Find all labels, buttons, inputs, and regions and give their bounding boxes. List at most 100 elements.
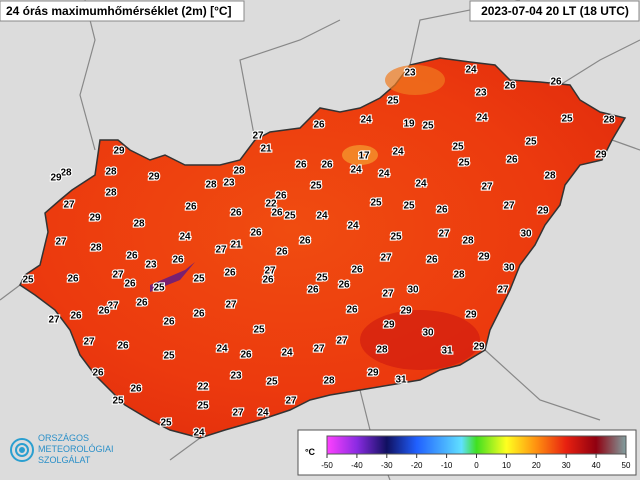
colorbar-tick-label: -30	[381, 461, 393, 470]
station-value: 28	[90, 243, 102, 254]
station-value: 28	[462, 236, 474, 247]
station-value: 27	[252, 131, 264, 142]
logo	[10, 438, 34, 462]
station-value: 24	[347, 221, 359, 232]
colorbar-tick-label: -20	[411, 461, 423, 470]
station-value: 26	[250, 228, 262, 239]
station-value: 27	[285, 396, 297, 407]
station-value: 28	[453, 270, 465, 281]
station-value: 27	[215, 245, 227, 256]
station-value: 24	[476, 113, 488, 124]
station-value: 29	[367, 368, 379, 379]
station-value: 25	[422, 121, 434, 132]
station-value: 21	[260, 144, 272, 155]
time-box	[469, 0, 640, 22]
station-value: 26	[506, 155, 518, 166]
station-value: 22	[265, 199, 277, 210]
station-value: 24	[415, 179, 427, 190]
station-value: 25	[403, 201, 415, 212]
station-value: 24	[216, 344, 228, 355]
station-value: 29	[400, 306, 412, 317]
station-value: 26	[276, 247, 288, 258]
station-value: 29	[537, 206, 549, 217]
logo-text: ORSZÁGOS	[38, 433, 89, 443]
station-value: 29	[50, 173, 62, 184]
station-value: 24	[179, 232, 191, 243]
station-value: 23	[475, 88, 487, 99]
station-value: 28	[376, 345, 388, 356]
station-value: 29	[465, 310, 477, 321]
station-value: 26	[163, 317, 175, 328]
station-value: 28	[133, 219, 145, 230]
colorbar-tick-label: 30	[562, 461, 571, 470]
station-value: 22	[197, 382, 209, 393]
title: 24 órás maximumhőmérséklet (2m) [°C]	[6, 4, 232, 18]
station-value: 25	[458, 158, 470, 169]
logo-text: SZOLGÁLAT	[38, 455, 91, 465]
station-value: 28	[233, 166, 245, 177]
colorbar-tick-label: 0	[474, 461, 479, 470]
colorbar-tick-label: 40	[592, 461, 601, 470]
colorbar-tick-label: 50	[622, 461, 631, 470]
station-value: 25	[452, 142, 464, 153]
station-value: 27	[481, 182, 493, 193]
colorbar-tick-label: -40	[351, 461, 363, 470]
station-value: 25	[387, 96, 399, 107]
station-value: 26	[193, 309, 205, 320]
station-value: 26	[271, 208, 283, 219]
station-value: 26	[67, 274, 79, 285]
logo-text: METEOROLÓGIAI	[38, 444, 114, 454]
station-value: 25	[370, 198, 382, 209]
station-value: 24	[257, 408, 269, 419]
station-value: 25	[266, 377, 278, 388]
station-value: 27	[63, 200, 75, 211]
station-value: 28	[544, 171, 556, 182]
station-value: 25	[561, 114, 573, 125]
station-value: 26	[117, 341, 129, 352]
station-value: 26	[436, 205, 448, 216]
station-value: 25	[163, 351, 175, 362]
station-value: 24	[350, 165, 362, 176]
colorbar-tick-label: -50	[321, 461, 333, 470]
station-value: 25	[112, 396, 124, 407]
station-value: 26	[275, 191, 287, 202]
station-value: 31	[441, 346, 453, 357]
station-value: 26	[224, 268, 236, 279]
station-value: 27	[313, 344, 325, 355]
station-value: 23	[223, 178, 235, 189]
station-value: 25	[22, 275, 34, 286]
station-value: 28	[323, 376, 335, 387]
colorbar-tick-label: 10	[502, 461, 511, 470]
station-value: 24	[281, 348, 293, 359]
station-value: 21	[230, 240, 242, 251]
station-value: 26	[307, 285, 319, 296]
station-value: 19	[403, 119, 415, 130]
station-value: 29	[473, 342, 485, 353]
station-value: 17	[358, 151, 370, 162]
station-value: 26	[185, 202, 197, 213]
station-value: 23	[404, 68, 416, 79]
station-value: 26	[351, 265, 363, 276]
station-value: 29	[89, 213, 101, 224]
station-value: 26	[550, 77, 562, 88]
station-value: 28	[105, 188, 117, 199]
station-value: 27	[503, 201, 515, 212]
station-value: 26	[426, 255, 438, 266]
station-value: 25	[390, 232, 402, 243]
station-value: 25	[316, 273, 328, 284]
station-value: 25	[525, 137, 537, 148]
station-value: 26	[240, 350, 252, 361]
station-value: 28	[205, 180, 217, 191]
station-value: 26	[262, 275, 274, 286]
station-value: 30	[422, 328, 434, 339]
station-value: 26	[504, 81, 516, 92]
station-value: 28	[603, 115, 615, 126]
station-value: 25	[197, 401, 209, 412]
station-value: 24	[360, 115, 372, 126]
timestamp: 2023-07-04 20 LT (18 UTC)	[481, 4, 629, 18]
station-value: 25	[160, 418, 172, 429]
station-value: 26	[124, 279, 136, 290]
station-value: 26	[126, 251, 138, 262]
station-value: 27	[83, 337, 95, 348]
